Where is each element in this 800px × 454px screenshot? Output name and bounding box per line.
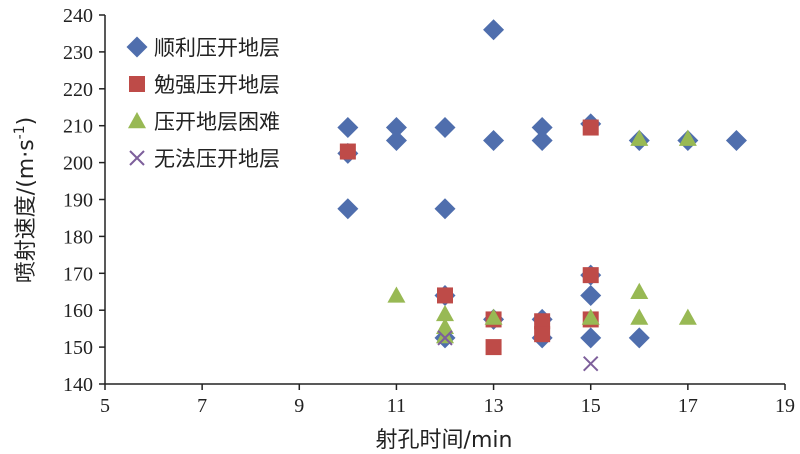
legend-marker-x (129, 150, 145, 166)
data-point-triangle (436, 317, 454, 335)
data-point-diamond (483, 129, 505, 151)
y-tick-label: 220 (63, 79, 93, 101)
data-point-diamond (385, 117, 407, 139)
y-tick-label: 230 (63, 42, 93, 64)
data-point-diamond (483, 19, 505, 41)
legend-item: 勉强压开地层 (129, 73, 280, 97)
legend-label: 压开地层困难 (154, 110, 280, 134)
data-point-triangle (678, 129, 697, 146)
x-axis-title: 射孔时间/min (376, 428, 513, 453)
data-point-x (583, 355, 599, 372)
data-point-square (339, 143, 356, 160)
data-point-triangle (630, 129, 649, 146)
legend-item: 顺利压开地层 (126, 36, 280, 60)
y-tick-label: 140 (63, 374, 93, 396)
series-x (437, 330, 599, 372)
legend-marker-triangle (128, 112, 146, 129)
y-tick-label: 190 (63, 190, 93, 212)
series-triangle (387, 129, 697, 344)
legend-label: 顺利压开地层 (154, 36, 280, 60)
x-tick-label: 5 (100, 395, 110, 417)
data-point-square (437, 287, 453, 304)
y-axis-title-close: ) (14, 117, 39, 126)
legend-label: 勉强压开地层 (154, 73, 280, 97)
y-tick-label: 210 (63, 116, 93, 138)
legend-label: 无法压开地层 (154, 147, 280, 171)
y-axis-title-main: 喷射速度/(m·s (14, 139, 39, 283)
legend-marker-square (129, 76, 145, 92)
data-markers (337, 19, 747, 372)
data-point-triangle (581, 308, 600, 325)
x-tick-label: 15 (581, 395, 601, 417)
y-tick-label: 170 (63, 263, 93, 285)
y-tick-label: 180 (63, 226, 93, 248)
data-point-square (534, 326, 551, 343)
data-point-square (534, 313, 551, 330)
y-tick-label: 240 (63, 5, 93, 27)
data-point-diamond (385, 129, 407, 151)
data-point-triangle (630, 282, 649, 299)
y-tick-label: 200 (63, 153, 93, 175)
data-point-diamond (580, 284, 602, 306)
x-tick-label: 13 (484, 395, 504, 417)
y-tick-label: 160 (63, 300, 93, 322)
y-axis-title-superscript: -1 (12, 125, 28, 139)
legend-marker-diamond (126, 36, 148, 58)
y-tick-label: 150 (63, 337, 93, 359)
data-point-diamond (580, 327, 602, 349)
y-axis-title: 喷射速度/(m·s-1) (12, 117, 39, 283)
data-point-diamond (628, 327, 650, 349)
data-point-triangle (484, 308, 503, 325)
data-point-triangle (436, 304, 454, 322)
data-point-triangle (678, 308, 697, 325)
data-point-triangle (436, 327, 454, 344)
x-tick-label: 9 (294, 395, 304, 417)
data-point-triangle (387, 286, 406, 303)
data-point-square (582, 267, 599, 284)
series-square (339, 119, 599, 356)
data-point-square (582, 119, 599, 136)
x-ticks: 5 7 9 11 13 15 17 19 (100, 384, 795, 417)
data-point-x (437, 330, 453, 346)
y-ticks: 140 150 160 170 180 190 200 210 220 230 240 (63, 5, 105, 396)
data-point-triangle (630, 308, 649, 325)
x-tick-label: 17 (678, 395, 698, 417)
x-tick-label: 11 (387, 395, 406, 417)
data-point-diamond (337, 117, 359, 139)
data-point-diamond (531, 117, 553, 139)
x-tick-label: 7 (197, 395, 207, 417)
x-tick-label: 19 (775, 395, 795, 417)
legend-item: 压开地层困难 (128, 110, 280, 134)
legend-item: 无法压开地层 (129, 147, 280, 171)
data-point-square (485, 339, 502, 356)
data-point-diamond (434, 198, 456, 220)
axes: 5 7 9 11 13 15 17 19 140 150 160 170 180 190 200 210 22… (63, 5, 795, 417)
data-point-diamond (434, 117, 456, 139)
data-point-diamond (337, 198, 359, 220)
data-point-diamond (531, 129, 553, 151)
data-point-diamond (725, 129, 747, 151)
